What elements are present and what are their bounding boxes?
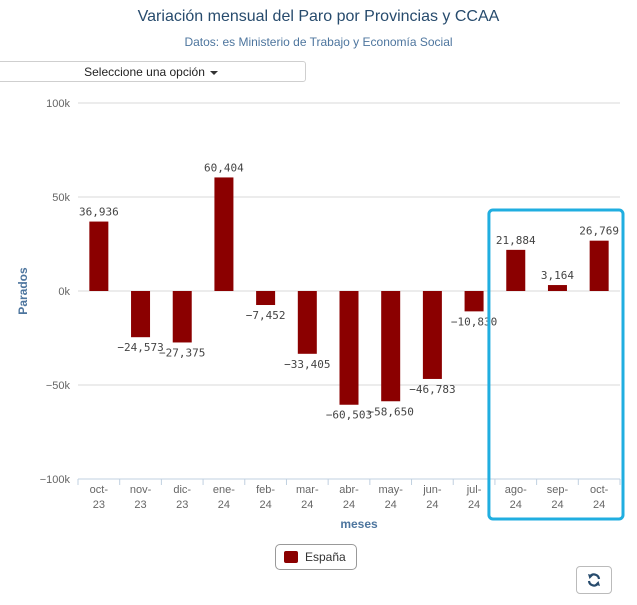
bar [339,291,359,405]
bar [464,291,484,312]
x-tick-label: ago- [505,484,527,496]
x-tick-label: 24 [426,499,438,511]
x-tick-label: 23 [134,499,146,511]
legend-swatch [284,551,298,563]
y-tick-label: −50k [46,380,71,392]
x-tick-label: 24 [301,499,313,511]
data-label: 26,769 [579,225,619,238]
data-label: −27,375 [159,346,205,359]
bar [381,291,401,402]
data-label: −33,405 [284,358,330,371]
x-tick-label: ene- [213,484,235,496]
y-tick-label: −100k [40,474,71,486]
x-tick-label: 24 [551,499,563,511]
bar [131,291,151,338]
refresh-icon [587,573,601,587]
legend-label: España [305,550,346,564]
bar [256,291,276,306]
data-label: −10,830 [451,315,497,328]
data-label: 36,936 [79,206,119,219]
data-label: −7,452 [246,309,286,322]
x-tick-label: may- [378,484,403,496]
caret-down-icon [209,70,218,75]
y-tick-label: 100k [46,98,70,110]
x-tick-label: dic- [173,484,191,496]
x-tick-label: mar- [296,484,319,496]
x-tick-label: feb- [256,484,275,496]
bar [297,291,317,354]
bar [506,249,526,291]
x-tick-label: jul- [466,484,482,496]
data-label: 60,404 [204,161,244,174]
data-label: −60,503 [326,409,372,422]
bar [214,177,234,291]
x-tick-label: 24 [218,499,230,511]
x-tick-label: abr- [339,484,359,496]
x-tick-label: 23 [93,499,105,511]
x-tick-label: 24 [510,499,522,511]
bar [172,291,192,343]
x-tick-label: 24 [593,499,605,511]
bar [547,285,567,291]
x-tick-label: nov- [130,484,152,496]
x-tick-label: 24 [385,499,397,511]
legend-item[interactable]: España [275,544,357,570]
x-tick-label: 24 [343,499,355,511]
data-label: −58,650 [368,405,414,418]
option-select[interactable]: Seleccione una opción [0,61,306,82]
data-label: 3,164 [541,269,574,282]
chart-title: Variación mensual del Paro por Provincia… [137,8,500,25]
x-tick-label: 24 [259,499,271,511]
bar [89,221,109,291]
y-tick-label: 50k [52,192,70,204]
y-tick-label: 0k [58,286,70,298]
data-label: −24,573 [117,341,163,354]
data-label: 21,884 [496,234,536,247]
refresh-button[interactable] [576,566,612,594]
chart-subtitle: Datos: es Ministerio de Trabajo y Econom… [184,35,453,49]
x-tick-label: jun- [422,484,442,496]
x-tick-label: oct- [590,484,609,496]
x-axis-title: meses [340,517,378,531]
option-select-label: Seleccione una opción [84,65,205,79]
highlight-box [487,208,625,521]
x-tick-label: 23 [176,499,188,511]
bar [589,240,609,291]
x-tick-label: 24 [468,499,480,511]
x-tick-label: sep- [547,484,569,496]
data-label: −46,783 [409,383,455,396]
bar [422,291,442,379]
x-tick-label: oct- [90,484,109,496]
y-axis-title: Parados [16,267,30,315]
